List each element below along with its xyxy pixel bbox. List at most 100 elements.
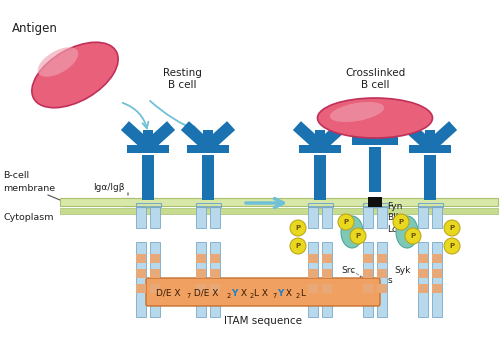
Text: Src: Src (341, 266, 355, 275)
Ellipse shape (318, 98, 432, 138)
Bar (196, 254, 206, 263)
Bar (418, 269, 428, 278)
Bar (196, 203, 221, 207)
Bar (314, 155, 326, 200)
Bar (150, 269, 160, 278)
Bar (377, 269, 387, 278)
Bar (432, 254, 442, 263)
Bar (203, 130, 213, 149)
Text: Crosslinked
B cell: Crosslinked B cell (345, 68, 405, 90)
Text: X: X (238, 289, 246, 297)
Bar (322, 284, 332, 293)
Text: D/E X: D/E X (156, 289, 180, 297)
Ellipse shape (396, 216, 418, 248)
FancyArrow shape (121, 121, 152, 151)
FancyArrow shape (371, 111, 404, 142)
Bar (136, 254, 146, 263)
Text: P: P (398, 219, 404, 225)
Bar (322, 242, 332, 317)
Bar (308, 269, 318, 278)
Bar (418, 242, 428, 317)
Bar (202, 155, 214, 200)
Text: ITAM: ITAM (136, 290, 160, 300)
Text: P: P (450, 225, 454, 231)
Bar (196, 269, 206, 278)
Bar (315, 130, 325, 149)
Text: X: X (283, 289, 292, 297)
FancyBboxPatch shape (146, 278, 380, 306)
Text: ITAM sequence: ITAM sequence (224, 316, 302, 326)
Text: 7: 7 (186, 293, 190, 299)
Bar (418, 206, 428, 228)
Bar (322, 254, 332, 263)
Bar (363, 203, 388, 207)
Bar (418, 254, 428, 263)
Bar (425, 130, 435, 149)
Bar (377, 284, 387, 293)
Ellipse shape (330, 102, 384, 122)
Bar (210, 269, 220, 278)
Text: P: P (356, 233, 360, 239)
Circle shape (350, 228, 366, 244)
Ellipse shape (341, 216, 363, 248)
Bar (60, 208, 498, 214)
Bar (409, 145, 451, 153)
Bar (308, 284, 318, 293)
Bar (127, 145, 169, 153)
Text: 7: 7 (272, 293, 276, 299)
Text: P: P (344, 219, 348, 225)
Bar (136, 203, 161, 207)
Bar (299, 145, 341, 153)
FancyArrow shape (426, 121, 457, 151)
FancyArrow shape (293, 121, 324, 151)
Circle shape (290, 238, 306, 254)
Text: Fyn
Blk
Lck: Fyn Blk Lck (387, 202, 402, 234)
Text: L X: L X (254, 289, 268, 297)
Bar (196, 242, 206, 317)
Bar (377, 254, 387, 263)
Text: Resting
B cell: Resting B cell (162, 68, 202, 90)
FancyArrow shape (403, 121, 434, 151)
Text: Syk: Syk (395, 266, 411, 275)
Text: 2: 2 (250, 293, 254, 299)
Bar (150, 254, 160, 263)
Bar (370, 120, 380, 141)
FancyArrow shape (181, 121, 212, 151)
Bar (363, 206, 373, 228)
Bar (210, 206, 220, 228)
Bar (196, 284, 206, 293)
Bar (187, 145, 229, 153)
Bar (196, 206, 206, 228)
Circle shape (393, 214, 409, 230)
Bar (136, 206, 146, 228)
Bar (150, 284, 160, 293)
Text: Kinases: Kinases (358, 276, 392, 285)
Bar (352, 137, 398, 145)
Bar (363, 284, 373, 293)
Bar (363, 242, 373, 317)
Text: P: P (450, 243, 454, 249)
Text: Cytoplasm: Cytoplasm (3, 214, 53, 222)
Text: Y: Y (232, 289, 238, 297)
FancyArrow shape (346, 111, 379, 142)
FancyArrow shape (316, 121, 347, 151)
Text: Y: Y (277, 289, 283, 297)
FancyArrow shape (204, 121, 235, 151)
Text: P: P (410, 233, 416, 239)
Bar (150, 206, 160, 228)
Bar (210, 254, 220, 263)
Bar (308, 206, 318, 228)
Text: 2: 2 (227, 293, 231, 299)
Bar (308, 242, 318, 317)
Text: D/E X: D/E X (191, 289, 218, 297)
Bar (210, 284, 220, 293)
Text: Antigen: Antigen (12, 22, 58, 35)
Bar (210, 242, 220, 317)
Bar (418, 203, 443, 207)
Bar (308, 203, 333, 207)
Bar (418, 284, 428, 293)
Bar (143, 130, 153, 149)
Bar (308, 254, 318, 263)
Bar (136, 284, 146, 293)
Text: L: L (300, 289, 305, 297)
